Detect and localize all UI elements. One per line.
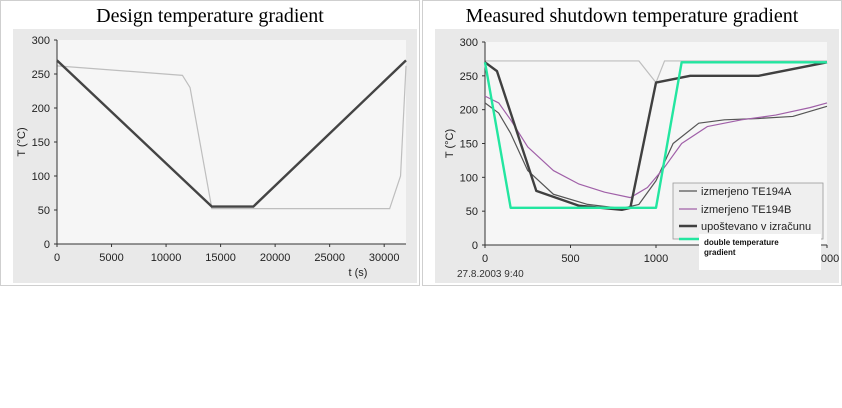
y-tick-label: 100 [32, 171, 50, 183]
x-tick-label: 500 [561, 253, 579, 265]
series-line [483, 61, 827, 209]
x-tick-label: 0 [482, 253, 488, 265]
legend-label: izmerjeno TE194A [701, 186, 792, 198]
y-tick-label: 150 [32, 137, 50, 149]
design-gradient-panel: Design temperature gradient 0 50 100 150 200… [0, 0, 420, 286]
timestamp: 27.8.2003 9:40 [457, 269, 524, 280]
y-tick-label: 50 [466, 206, 478, 218]
y-tick-label: 0 [44, 239, 50, 251]
y-axis-label: T (°C) [16, 127, 28, 156]
chart-title: Design temperature gradient [96, 5, 324, 27]
y-tick-label: 300 [460, 37, 478, 49]
legend-label: upoštevano v izračunu [701, 221, 811, 233]
x-tick-label: 30000 [369, 252, 400, 264]
legend-label: izmerjeno TE194B [701, 204, 791, 216]
series-line [484, 95, 828, 199]
y-tick-label: 250 [32, 69, 50, 81]
measured-gradient-chart: 0501001502002503000500100015002000T (°C)… [444, 37, 839, 280]
chart-title: Measured shutdown temperature gradient [465, 5, 799, 27]
legend-label: gradient [704, 248, 736, 257]
x-tick-label: 0 [54, 252, 60, 264]
y-tick-label: 300 [32, 35, 50, 47]
x-tick-label: 20000 [260, 252, 291, 264]
y-tick-label: 50 [38, 205, 50, 217]
x-tick-label: 25000 [314, 252, 345, 264]
y-tick-label: 200 [32, 103, 50, 115]
x-tick-label: 5000 [99, 252, 123, 264]
y-tick-label: 0 [472, 240, 478, 252]
design-gradient-chart: 0 50 100 150 200 250 300 0 5000 10000 15000 20000 25… [16, 35, 407, 279]
legend-box [672, 182, 824, 240]
legend: izmerjeno TE194A izmerjeno TE194B upošteva… [672, 182, 824, 270]
x-axis-label: t (s) [349, 267, 368, 279]
background-trace [56, 65, 407, 210]
legend-label-box [699, 234, 821, 270]
series-line [56, 59, 407, 208]
x-tick-label: 15000 [205, 252, 236, 264]
x-tick-label: 10000 [151, 252, 182, 264]
y-tick-label: 200 [460, 105, 478, 117]
measured-gradient-panel: Measured shutdown temperature gradient 0… [422, 0, 842, 286]
legend-label: double temperature [704, 238, 779, 247]
y-axis-label: T (°C) [444, 129, 456, 158]
x-tick-label: 1000 [644, 253, 668, 265]
y-tick-label: 100 [460, 172, 478, 184]
y-tick-label: 150 [460, 139, 478, 151]
plot-area [57, 40, 406, 244]
y-tick-label: 250 [460, 71, 478, 83]
